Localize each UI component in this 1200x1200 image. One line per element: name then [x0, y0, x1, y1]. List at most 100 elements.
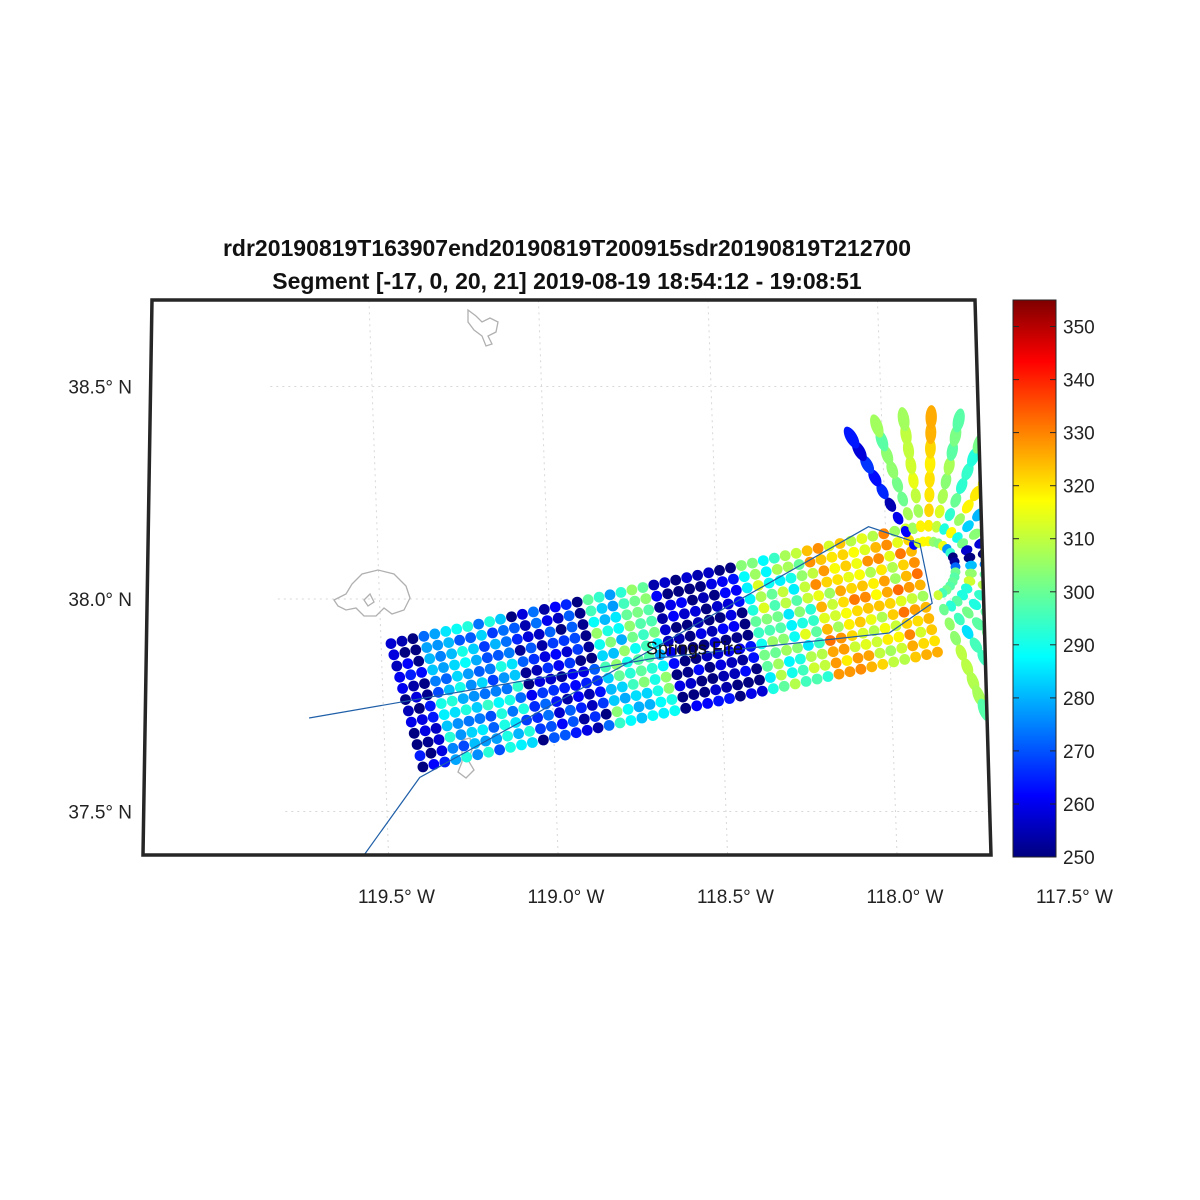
fan-point — [884, 497, 897, 512]
swath-point — [786, 620, 798, 631]
swath-point — [728, 573, 739, 585]
swath-point — [460, 704, 472, 716]
swath-point — [862, 555, 874, 567]
swath-point — [848, 546, 860, 558]
swath-point — [526, 689, 538, 701]
swath-point — [810, 579, 822, 590]
swath-point — [801, 545, 813, 557]
fan-point — [843, 426, 860, 449]
swath-point — [885, 645, 897, 657]
swath-point — [424, 700, 436, 712]
swath-point — [778, 680, 790, 692]
swath-point — [690, 605, 701, 617]
swath-point — [673, 586, 684, 597]
swath-point — [615, 587, 627, 598]
swath-point — [575, 655, 587, 666]
swath-point — [487, 627, 498, 639]
swath-point — [895, 548, 906, 560]
fan-point — [991, 583, 1009, 597]
swath-point — [641, 687, 653, 699]
swath-point — [454, 682, 466, 693]
fan-point — [925, 405, 937, 430]
x-axis-ticks: 119.5° W 119.0° W 118.5° W 118.0° W 117.5° W — [358, 887, 1113, 908]
swath-point — [581, 724, 593, 736]
swath-point — [773, 658, 784, 670]
swath-point — [455, 729, 467, 741]
swath-point — [709, 589, 720, 601]
colorbar-tick-label: 300 — [1063, 583, 1095, 604]
swath-point — [802, 592, 814, 604]
swath-point — [824, 635, 836, 646]
swath-point — [524, 725, 535, 737]
swath-point — [676, 597, 687, 608]
swath-point — [465, 632, 476, 644]
swath-point — [665, 599, 676, 611]
swath-point — [507, 705, 519, 717]
swath-point — [591, 627, 603, 639]
swath-point — [438, 662, 449, 673]
fan-point — [968, 528, 982, 540]
swath-point — [719, 587, 731, 599]
fan-point — [1066, 549, 1091, 563]
swath-point — [818, 565, 830, 577]
swath-point — [835, 585, 846, 597]
swath-point — [625, 715, 637, 726]
swath-point — [572, 644, 584, 655]
fan-point — [962, 520, 974, 533]
fan-point — [924, 454, 936, 474]
swath-point — [868, 625, 880, 637]
swath-point — [544, 626, 556, 638]
swath-point — [744, 593, 756, 605]
swath-point — [651, 590, 663, 602]
map-area — [143, 300, 991, 855]
swath-point — [559, 729, 571, 741]
swath-point — [911, 568, 923, 580]
swath-point — [597, 697, 609, 709]
swath-point — [418, 630, 430, 642]
swath-point — [703, 614, 715, 626]
fan-point — [961, 625, 974, 640]
swath-point — [748, 652, 760, 663]
swath-point — [449, 706, 461, 718]
swath-point — [466, 726, 478, 738]
swath-point — [446, 695, 458, 707]
fan-point — [915, 520, 926, 533]
swath-point — [852, 605, 863, 617]
swath-point — [549, 601, 561, 613]
swath-point — [506, 611, 517, 623]
swath-point — [775, 622, 787, 634]
swath-point — [741, 582, 753, 594]
swath-point — [912, 615, 924, 627]
swath-point — [658, 707, 670, 719]
swath-point — [871, 636, 883, 648]
swath-point — [732, 679, 743, 691]
swath-point — [476, 677, 488, 688]
swath-point — [768, 552, 780, 564]
swath-point — [640, 593, 652, 605]
swath-point — [569, 632, 581, 644]
swath-point — [652, 638, 663, 649]
fan-point — [939, 603, 949, 616]
swath-point — [771, 564, 783, 575]
swath-point — [428, 759, 440, 770]
swath-point — [804, 556, 816, 568]
swath-point — [915, 626, 927, 638]
swath-point — [571, 596, 583, 608]
colorbar-ticks: 250 260 270 280 290 300 310 320 330 340 350 — [1013, 318, 1095, 869]
swath-point — [706, 578, 717, 590]
swath-point — [622, 703, 634, 715]
swath-point — [833, 668, 845, 680]
swath-point — [811, 626, 822, 638]
fan-point — [940, 472, 952, 490]
fan-point — [985, 458, 991, 477]
swath-point — [758, 602, 770, 614]
swath-point — [563, 610, 575, 622]
swath-point — [777, 586, 789, 598]
swath-point — [926, 624, 938, 636]
swath-point — [516, 739, 527, 751]
colorbar-tick-label: 310 — [1063, 530, 1095, 551]
swath-point — [501, 683, 513, 695]
swath-point — [822, 623, 833, 635]
swath-point — [614, 670, 625, 682]
swath-point — [541, 615, 553, 626]
